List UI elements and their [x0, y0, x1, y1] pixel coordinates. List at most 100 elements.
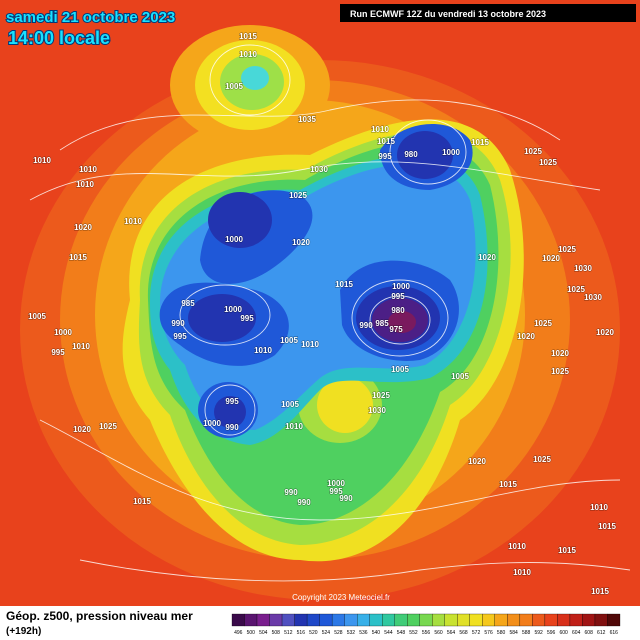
colorbar-label: 528 [334, 630, 343, 636]
isobar-label: 995 [378, 152, 392, 161]
isobar-label: 1025 [524, 147, 542, 156]
colorbar-label: 560 [434, 630, 443, 636]
isobar-label: 1025 [99, 422, 117, 431]
colorbar-swatch [444, 613, 458, 627]
isobar-label: 1000 [327, 479, 345, 488]
colorbar-label: 524 [322, 630, 331, 636]
colorbar-label: 536 [359, 630, 368, 636]
isobar-label: 985 [375, 319, 389, 328]
colorbar-label: 516 [297, 630, 306, 636]
isobar-label: 1025 [539, 158, 557, 167]
isobar-label: 1010 [301, 340, 319, 349]
colorbar-swatch [482, 613, 495, 627]
isobar-label: 1035 [298, 115, 316, 124]
colorbar-swatch [394, 613, 408, 627]
colorbar-swatch [331, 613, 345, 627]
isobar-label: 1015 [133, 497, 151, 506]
colorbar-swatch [532, 613, 546, 627]
isobar-label: 1005 [281, 400, 299, 409]
colorbar-label: 496 [234, 630, 243, 636]
isobar-label: 1015 [335, 280, 353, 289]
colorbar-swatch [231, 613, 245, 627]
colorbar-label: 612 [597, 630, 606, 636]
colorbar-swatch [607, 613, 621, 627]
colorbar-label: 608 [585, 630, 594, 636]
colorbar-swatch [494, 613, 508, 627]
colorbar-swatch [357, 613, 370, 627]
isobar-label: 990 [225, 423, 239, 432]
isobar-label: 1010 [239, 50, 257, 59]
colorbar-swatch [382, 613, 395, 627]
colorbar-label: 584 [509, 630, 518, 636]
isobar-label: 1010 [33, 156, 51, 165]
colorbar-label: 556 [422, 630, 431, 636]
colorbar-swatch [244, 613, 258, 627]
colorbar-swatch [319, 613, 333, 627]
isobar-label: 1015 [377, 137, 395, 146]
colorbar-label: 596 [547, 630, 556, 636]
isobar-label: 1020 [517, 332, 535, 341]
isobar-label: 1010 [371, 125, 389, 134]
isobar-label: 990 [339, 494, 353, 503]
colorbar-label: 500 [247, 630, 256, 636]
colorbar-label: 588 [522, 630, 531, 636]
colorbar-label: 544 [384, 630, 393, 636]
colorbar-swatch [419, 613, 433, 627]
colorbar-swatch [544, 613, 558, 627]
isobar-label: 1015 [558, 546, 576, 555]
colorbar-swatch [569, 613, 583, 627]
isobar-label: 995 [240, 314, 254, 323]
colorbar-label: 504 [259, 630, 268, 636]
colorbar-swatch [281, 613, 295, 627]
isobar-label: 1025 [558, 245, 576, 254]
isobar-label: 1015 [598, 522, 616, 531]
isobar-label: 1000 [224, 305, 242, 314]
colorbar-label: 552 [409, 630, 418, 636]
isobar-label: 1020 [74, 223, 92, 232]
isobar-label: 1005 [280, 336, 298, 345]
isobar-label: 980 [404, 150, 418, 159]
colorbar-label: 576 [484, 630, 493, 636]
colorbar-swatch [344, 613, 358, 627]
colorbar: 496 500 504 508 512 516 520 524 528 532 536 540 544 5… [231, 613, 621, 636]
colorbar-label: 508 [272, 630, 281, 636]
colorbar-label: 616 [610, 630, 619, 636]
colorbar-label: 604 [572, 630, 581, 636]
isobar-label: 1025 [289, 191, 307, 200]
isobar-label: 1010 [124, 217, 142, 226]
isobar-label: 1005 [225, 82, 243, 91]
colorbar-label: 512 [284, 630, 293, 636]
colorbar-swatch [594, 613, 608, 627]
isobar-label: 1000 [203, 419, 221, 428]
isobar-label: 1000 [442, 148, 460, 157]
colorbar-label: 540 [372, 630, 381, 636]
isobar-label: 995 [391, 292, 405, 301]
isobar-label: 1010 [590, 503, 608, 512]
isobar-label: 1005 [28, 312, 46, 321]
isobar-label: 1015 [69, 253, 87, 262]
geopotential-field [0, 0, 640, 606]
copyright: Copyright 2023 Meteociel.fr [292, 593, 390, 602]
colorbar-label: 572 [472, 630, 481, 636]
colorbar-label: 520 [309, 630, 318, 636]
colorbar-swatch [582, 613, 596, 627]
colorbar-swatch [269, 613, 283, 627]
isobar-labels: 1015 1010 1005 1035 1010 1015 995 980 10… [28, 32, 618, 597]
isobar-label: 1030 [584, 293, 602, 302]
colorbar-swatch [407, 613, 420, 627]
isobar-label: 990 [284, 488, 298, 497]
isobar-label: 1000 [392, 282, 410, 291]
isobar-label: 1010 [285, 422, 303, 431]
isobar-label: 1010 [76, 180, 94, 189]
isolines [29, 44, 631, 582]
isobar-label: 975 [389, 325, 403, 334]
colorbar-label: 600 [560, 630, 569, 636]
isobar-label: 1010 [79, 165, 97, 174]
isobar-label: 990 [297, 498, 311, 507]
colorbar-label: 548 [397, 630, 406, 636]
isobar-label: 1010 [72, 342, 90, 351]
isobar-label: 1005 [391, 365, 409, 374]
run-label: Run ECMWF 12Z du vendredi 13 octobre 202… [350, 9, 546, 19]
isobar-label: 1015 [239, 32, 257, 41]
